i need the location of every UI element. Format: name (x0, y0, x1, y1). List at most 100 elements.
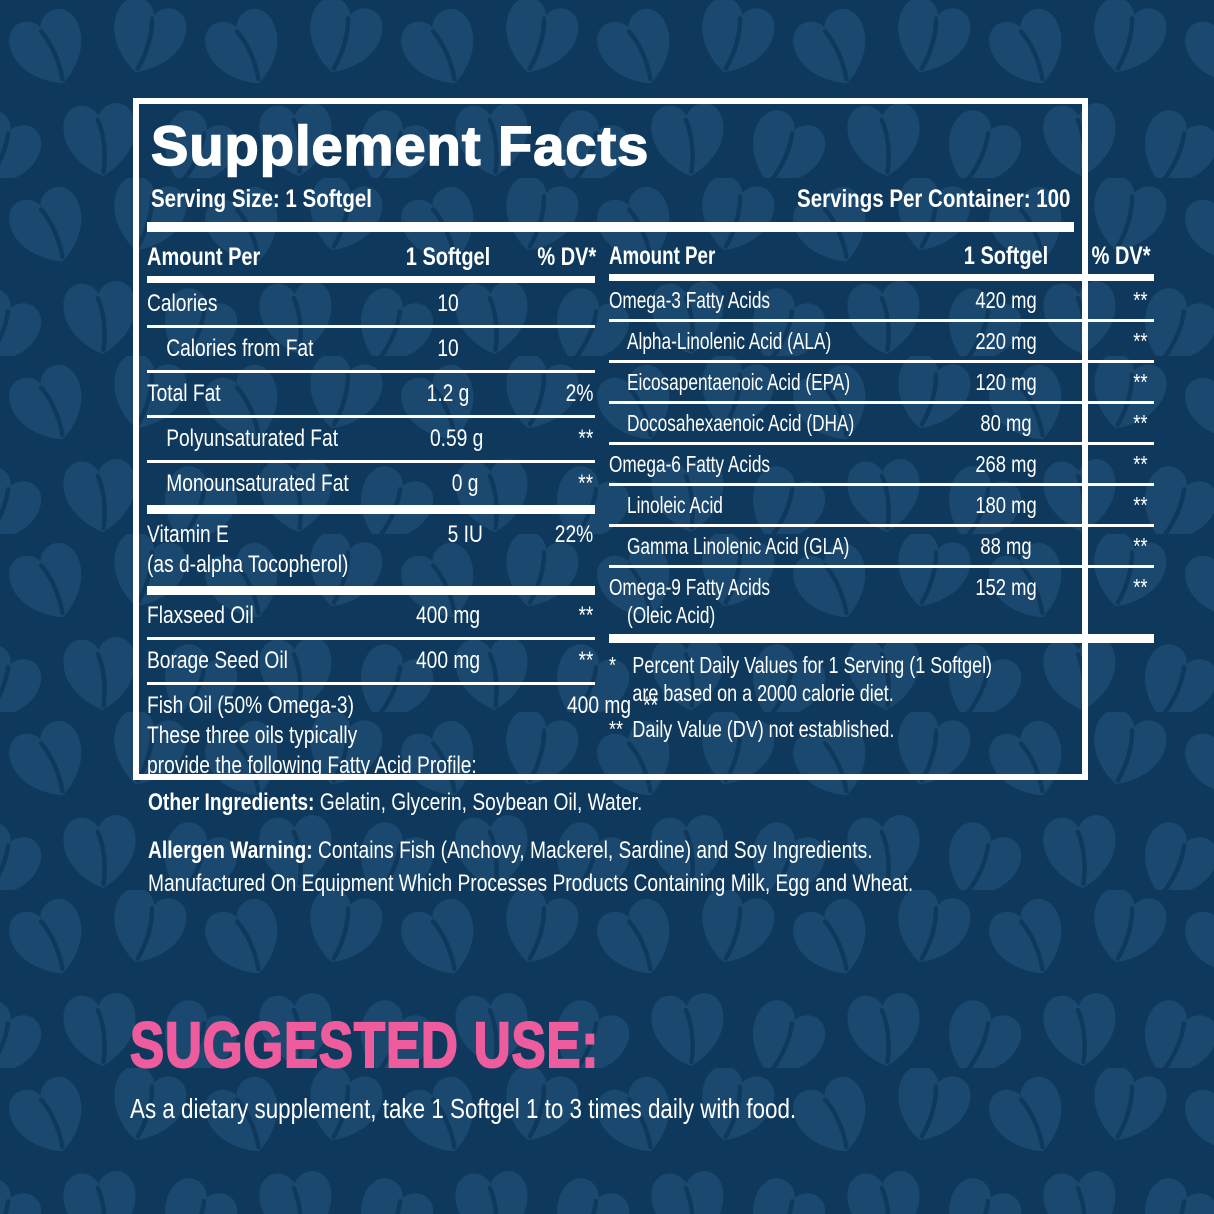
facts-column-left: Amount Per 1 Softgel % DV* Calories 10 C… (147, 236, 658, 787)
suggested-use-text: As a dietary supplement, take 1 Softgel … (130, 1093, 797, 1124)
row-polyunsaturated-fat: Polyunsaturated Fat 0.59 g ** (147, 418, 595, 463)
row-amount: 152 mg (975, 574, 1037, 600)
row-monounsaturated-fat: Monounsaturated Fat 0 g ** (147, 463, 595, 505)
row-dv: ** (1133, 287, 1148, 313)
section-bar (147, 586, 595, 595)
facts-columns: Amount Per 1 Softgel % DV* Calories 10 C… (147, 236, 1154, 787)
row-amount: 400 mg (415, 602, 481, 629)
row-dha: Docosahexaenoic Acid (DHA) 80 mg ** (609, 404, 1154, 445)
row-dv: ** (578, 602, 594, 629)
row-amount: 0.59 g (429, 425, 484, 452)
row-label: Calories (147, 290, 218, 317)
suggested-use-heading: SUGGESTED USE: (129, 1009, 600, 1081)
row-amount: 10 (437, 335, 459, 362)
allergen-line2: Manufactured On Equipment Which Processe… (148, 870, 914, 897)
ingredients-section: Other Ingredients: Gelatin, Glycerin, So… (148, 788, 1098, 900)
row-dv: ** (1133, 410, 1148, 436)
suggested-use-section: SUGGESTED USE: As a dietary supplement, … (129, 1009, 963, 1126)
row-label: Gamma Linolenic Acid (GLA) (627, 533, 850, 559)
row-ala: Alpha-Linolenic Acid (ALA) 220 mg ** (609, 322, 1154, 363)
row-label: Linoleic Acid (627, 492, 723, 518)
row-dv: ** (578, 425, 594, 452)
header-softgel: 1 Softgel (405, 243, 491, 271)
allergen-line1: Contains Fish (Anchovy, Mackerel, Sardin… (317, 837, 873, 864)
row-label: Omega-9 Fatty Acids (Oleic Acid) (609, 574, 771, 628)
row-dv: ** (1133, 328, 1148, 354)
row-dv: ** (1133, 574, 1148, 600)
column-header-right: Amount Per 1 Softgel % DV* (609, 236, 1154, 274)
footnote-percent-dv: * Percent Daily Values for 1 Serving (1 … (609, 652, 993, 706)
row-omega-9: Omega-9 Fatty Acids (Oleic Acid) 152 mg … (609, 568, 1154, 634)
row-linoleic-acid: Linoleic Acid 180 mg ** (609, 486, 1154, 527)
row-amount: 0 g (451, 470, 479, 497)
other-ingredients: Other Ingredients: Gelatin, Glycerin, So… (148, 788, 908, 818)
row-calories-from-fat: Calories from Fat 10 (147, 328, 595, 373)
header-softgel: 1 Softgel (963, 242, 1049, 270)
section-bar (609, 634, 1154, 643)
serving-row: Serving Size: 1 Softgel Servings Per Con… (151, 184, 1070, 214)
panel-title: Supplement Facts (150, 114, 650, 177)
header-dv: % DV* (537, 243, 597, 271)
column-header-left: Amount Per 1 Softgel % DV* (147, 236, 597, 276)
row-dv: 2% (565, 380, 594, 407)
row-amount: 1.2 g (426, 380, 470, 407)
row-label: Docosahexaenoic Acid (DHA) (627, 410, 855, 436)
serving-size: Serving Size: 1 Softgel (151, 185, 373, 213)
row-amount: 120 mg (975, 369, 1037, 395)
row-flaxseed-oil: Flaxseed Oil 400 mg ** (147, 595, 595, 640)
row-label: Calories from Fat (166, 335, 314, 362)
row-gla: Gamma Linolenic Acid (GLA) 88 mg ** (609, 527, 1154, 568)
header-dv: % DV* (1091, 242, 1151, 270)
row-dv: ** (1133, 533, 1148, 559)
facts-column-right: Amount Per 1 Softgel % DV* Omega-3 Fatty… (609, 236, 1154, 787)
row-label: Eicosapentaenoic Acid (EPA) (627, 369, 851, 395)
servings-per-container: Servings Per Container: 100 (796, 185, 1070, 213)
other-ingredients-text: Gelatin, Glycerin, Soybean Oil, Water. (319, 789, 643, 816)
row-dv: ** (1133, 369, 1148, 395)
row-label: Borage Seed Oil (147, 647, 288, 674)
row-label: Total Fat (147, 380, 221, 407)
row-dv: ** (1133, 492, 1148, 518)
row-amount: 400 mg (415, 647, 481, 674)
row-borage-seed-oil: Borage Seed Oil 400 mg ** (147, 640, 595, 685)
row-label: Vitamin E (as d-alpha Tocopherol) (147, 521, 349, 578)
row-calories: Calories 10 (147, 283, 595, 328)
header-amount-per: Amount Per (609, 242, 716, 270)
row-dv: ** (578, 647, 594, 674)
row-label: Flaxseed Oil (147, 602, 254, 629)
allergen-warning: Allergen Warning: Contains Fish (Anchovy… (148, 834, 914, 900)
row-amount: 268 mg (975, 451, 1037, 477)
row-omega-6: Omega-6 Fatty Acids 268 mg ** (609, 445, 1154, 486)
footnote-dv-not-established: ** Daily Value (DV) not established. (609, 716, 895, 742)
serving-separator-bar (147, 222, 1074, 232)
row-dv: ** (1133, 451, 1148, 477)
row-label: Omega-6 Fatty Acids (609, 451, 771, 477)
header-amount-per: Amount Per (147, 243, 261, 271)
row-vitamin-e: Vitamin E (as d-alpha Tocopherol) 5 IU 2… (147, 514, 595, 586)
row-dv: ** (578, 470, 594, 497)
row-label: Alpha-Linolenic Acid (ALA) (627, 328, 832, 354)
row-amount: 220 mg (975, 328, 1037, 354)
row-fish-oil: Fish Oil (50% Omega-3) These three oils … (147, 685, 658, 787)
supplement-facts-panel: Supplement Facts Serving Size: 1 Softgel… (133, 98, 1154, 780)
row-label: Omega-3 Fatty Acids (609, 287, 771, 313)
row-dv: 22% (554, 521, 594, 548)
row-total-fat: Total Fat 1.2 g 2% (147, 373, 595, 418)
row-label: Monounsaturated Fat (166, 470, 349, 497)
section-bar (147, 505, 595, 514)
row-dv: ** (643, 692, 659, 719)
other-ingredients-lead: Other Ingredients: (148, 789, 315, 816)
row-omega-3: Omega-3 Fatty Acids 420 mg ** (609, 281, 1154, 322)
allergen-lead: Allergen Warning: (148, 837, 313, 864)
row-amount: 180 mg (975, 492, 1037, 518)
row-amount: 80 mg (980, 410, 1032, 436)
row-amount: 10 (437, 290, 459, 317)
row-label: Polyunsaturated Fat (166, 425, 339, 452)
row-amount: 420 mg (975, 287, 1037, 313)
row-epa: Eicosapentaenoic Acid (EPA) 120 mg ** (609, 363, 1154, 404)
row-amount: 400 mg (567, 692, 632, 719)
row-label: Fish Oil (50% Omega-3) These three oils … (147, 692, 477, 779)
header-rule (609, 274, 1154, 281)
